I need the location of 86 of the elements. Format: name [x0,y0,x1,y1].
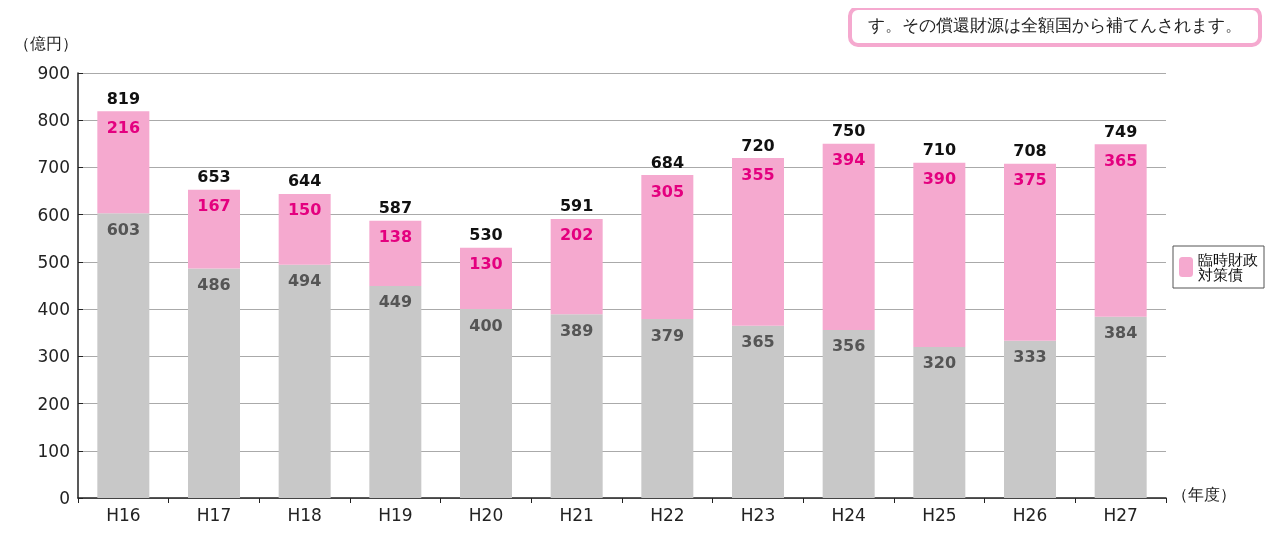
data-label: 390 [922,169,957,189]
total-label: 708 [1013,141,1047,161]
data-label: 486 [197,275,231,294]
y-tick-label: 800 [37,110,70,131]
y-tick-label: 0 [59,488,70,508]
bar [913,162,966,347]
bar [641,175,694,320]
bar [1004,340,1056,498]
x-tick-label: H18 [287,504,322,525]
x-tick-label: H22 [650,504,685,525]
bar [1094,316,1147,498]
data-label: 216 [106,117,141,137]
data-label: 389 [559,320,594,340]
x-tick-label: H17 [196,504,232,525]
data-label: 333 [1013,347,1047,367]
bar [460,247,512,310]
total-label: 653 [197,167,231,187]
y-tick-label: 400 [37,299,70,320]
data-label: 305 [650,181,685,201]
bar [550,314,603,498]
bar [460,309,512,498]
data-label: 379 [650,325,685,345]
data-label: 365 [741,332,775,352]
data-label: 384 [1103,323,1138,343]
data-label: 356 [831,336,866,356]
data-label: 394 [831,150,866,170]
y-tick-label: 500 [37,251,70,272]
data-label: 202 [559,225,594,245]
total-label: 819 [106,88,141,108]
bar [97,213,150,498]
bar [641,319,694,498]
data-label: 167 [197,196,231,216]
total-label: 530 [469,225,503,245]
data-label: 375 [1013,170,1047,190]
total-label: 720 [741,135,775,155]
y-tick-label: 100 [37,440,70,461]
data-label: 320 [922,353,957,373]
bar [97,111,150,214]
bar [732,158,784,326]
bar [1004,163,1056,341]
data-label: 355 [741,164,775,184]
total-label: 591 [559,196,594,216]
x-tick-label: H25 [922,504,957,525]
data-label: 400 [469,315,503,335]
data-label: 365 [1103,150,1138,170]
data-label: 603 [106,219,141,239]
total-label: 644 [287,171,322,191]
y-tick-label: 900 [37,63,70,83]
x-tick-label: H23 [740,504,776,525]
y-tick-label: 600 [37,204,70,225]
bar [188,268,240,498]
x-tick-label: H20 [468,504,504,525]
total-label: 749 [1103,121,1138,141]
data-label: 494 [287,271,322,291]
text: す。その償還財源は全額国から補てんされます。 [868,14,1242,35]
y-axis-title: （億円） [14,34,78,52]
data-label: 130 [469,254,503,274]
x-tick-label: H27 [1103,504,1138,525]
legend-label: 臨時財政対策債 [1198,250,1258,284]
bar [732,325,784,498]
bar [278,193,331,265]
y-tick-label: 300 [37,346,70,367]
total-label: 587 [378,198,413,218]
bar [369,285,422,498]
x-tick-label: H21 [559,504,594,525]
data-label: 150 [287,200,322,220]
total-label: 710 [922,140,957,160]
bar [1094,144,1147,317]
data-label: 449 [378,292,413,312]
x-tick-label: H24 [831,504,866,525]
total-label: 750 [831,121,866,141]
bar [913,346,966,498]
bar [550,218,603,315]
x-tick-label: H19 [378,504,413,525]
bar [278,264,331,498]
bar [822,143,875,330]
x-tick-label: H26 [1012,504,1048,525]
bar [369,220,422,286]
total-label: 684 [650,152,685,172]
data-label: 138 [378,227,413,247]
bar [188,189,240,269]
bar [822,329,875,498]
x-tick-label: H16 [106,504,141,525]
y-tick-label: 200 [37,393,70,414]
x-axis-title: （年度） [1172,485,1236,503]
y-tick-label: 700 [37,157,70,178]
